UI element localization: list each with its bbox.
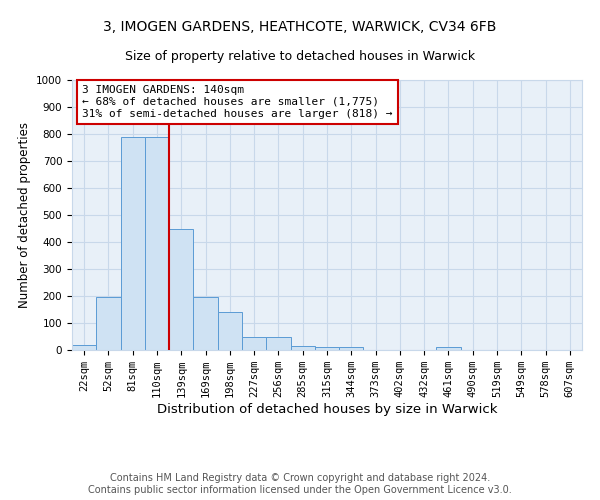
Bar: [96, 298, 121, 350]
Text: 3, IMOGEN GARDENS, HEATHCOTE, WARWICK, CV34 6FB: 3, IMOGEN GARDENS, HEATHCOTE, WARWICK, C…: [103, 20, 497, 34]
X-axis label: Distribution of detached houses by size in Warwick: Distribution of detached houses by size …: [157, 403, 497, 416]
Bar: [169, 228, 193, 350]
Bar: [266, 336, 290, 350]
Bar: [242, 336, 266, 350]
Bar: [193, 298, 218, 350]
Text: 3 IMOGEN GARDENS: 140sqm
← 68% of detached houses are smaller (1,775)
31% of sem: 3 IMOGEN GARDENS: 140sqm ← 68% of detach…: [82, 86, 392, 118]
Bar: [145, 136, 169, 350]
Text: Contains HM Land Registry data © Crown copyright and database right 2024.
Contai: Contains HM Land Registry data © Crown c…: [88, 474, 512, 495]
Bar: [339, 348, 364, 350]
Text: Size of property relative to detached houses in Warwick: Size of property relative to detached ho…: [125, 50, 475, 63]
Bar: [218, 312, 242, 350]
Bar: [436, 348, 461, 350]
Bar: [121, 136, 145, 350]
Y-axis label: Number of detached properties: Number of detached properties: [17, 122, 31, 308]
Bar: [72, 345, 96, 350]
Bar: [315, 348, 339, 350]
Bar: [290, 346, 315, 350]
